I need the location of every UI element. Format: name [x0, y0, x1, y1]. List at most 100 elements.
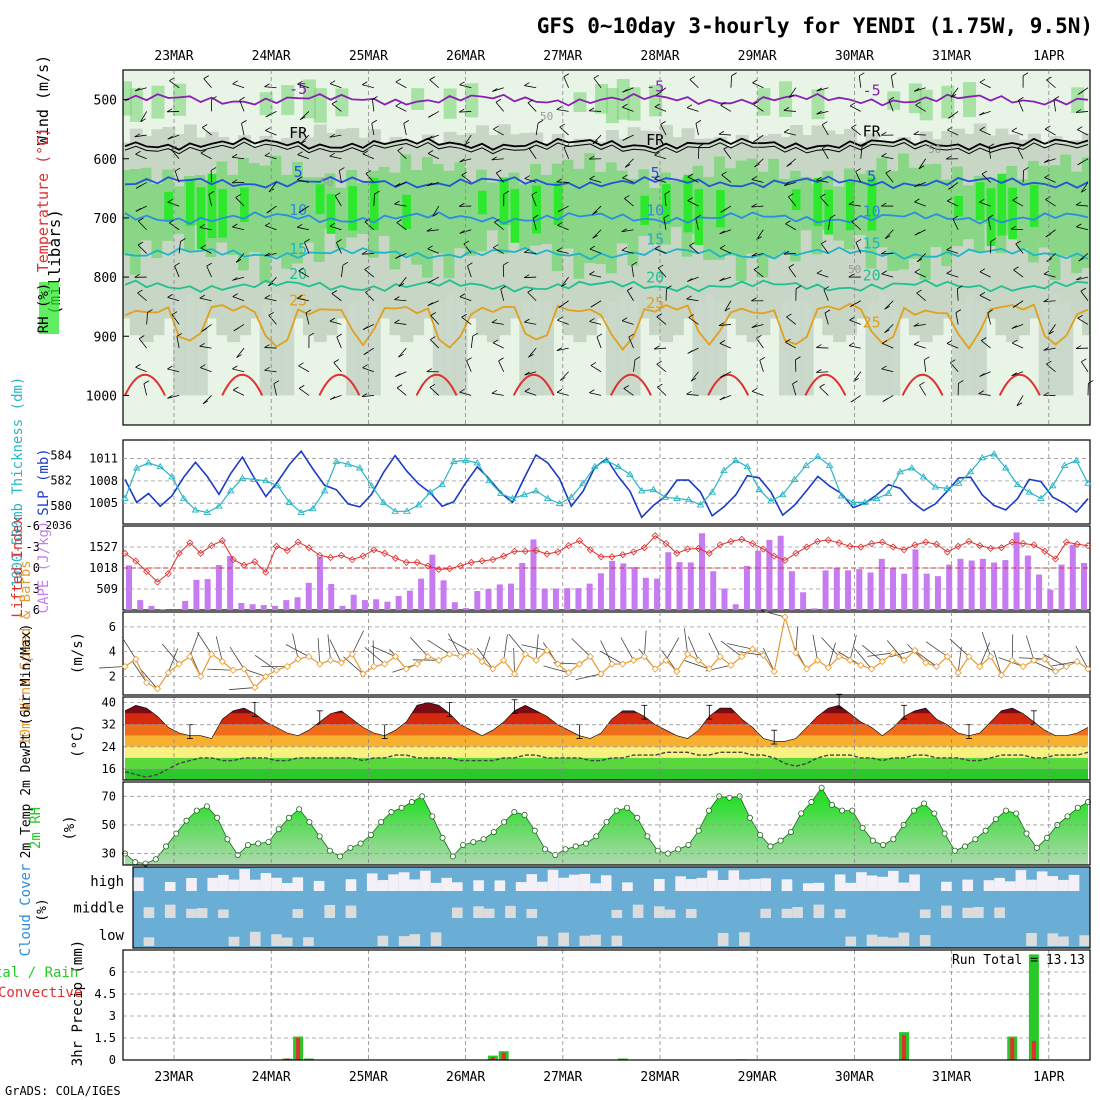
wind10m-marker — [835, 653, 843, 661]
slp-tick-label: 1008 — [89, 474, 118, 488]
wind-barb-flag — [816, 269, 823, 274]
rh-cell — [357, 182, 371, 234]
wind-barb — [232, 276, 245, 281]
bottom-date-label: 23MAR — [154, 1070, 193, 1085]
rh-cell — [281, 174, 295, 269]
thickness-marker — [614, 462, 623, 470]
wind10m-barb — [535, 634, 539, 661]
wind-barb — [885, 172, 894, 183]
wind-barb-flag — [561, 283, 567, 287]
wind-barb-flag — [394, 296, 400, 300]
wind-barb — [268, 276, 277, 287]
cape-bar — [1013, 532, 1020, 610]
wind-barb — [264, 155, 277, 160]
cape-bar — [845, 570, 852, 610]
wind-barb — [461, 174, 472, 183]
cape-bar — [710, 571, 717, 610]
isotherm-label: 10 — [863, 202, 881, 220]
li-marker — [922, 538, 930, 546]
wind-barb — [535, 123, 539, 136]
wind-barb-flag — [239, 96, 245, 101]
wind-barb-flag — [459, 108, 465, 113]
wind10m-barb — [162, 643, 180, 665]
wind10m-barb — [889, 650, 915, 658]
li-marker — [727, 537, 735, 545]
wind-barb — [1046, 79, 1056, 89]
rh-cell — [519, 294, 533, 396]
cape-bar — [991, 562, 998, 610]
temperature-label: Temperature (°C) — [34, 128, 52, 273]
li-marker — [694, 544, 703, 552]
li-marker — [943, 548, 951, 556]
wind-barb — [176, 336, 180, 349]
rh-cell — [649, 187, 663, 244]
wind-barb — [1012, 342, 1024, 349]
wind-barb-flag — [592, 140, 599, 145]
isotherm-label: 15 — [289, 240, 307, 258]
wind-barb — [492, 342, 504, 349]
rh-cell — [443, 294, 457, 396]
wind-barb-flag — [1076, 223, 1082, 228]
wind-barb — [788, 267, 797, 278]
isotherm-label: 15 — [646, 230, 664, 248]
cloud-cell — [877, 936, 888, 946]
rh-cell — [532, 185, 542, 234]
thickness-marker — [273, 481, 282, 489]
rh-cell — [129, 88, 143, 122]
isotherm-label: 20 — [863, 266, 881, 284]
li-marker — [770, 552, 778, 560]
cape-bar — [766, 539, 773, 610]
thickness-marker — [966, 467, 975, 475]
wind-barb-flag — [946, 340, 953, 344]
li-marker — [381, 549, 389, 557]
wind-barb-flag — [232, 80, 238, 85]
rh-marker — [542, 846, 549, 853]
li-marker — [759, 545, 767, 553]
wind-barb-flag — [429, 383, 436, 388]
wind-barb — [138, 220, 147, 231]
wind-barb-flag — [751, 203, 757, 208]
li-marker — [597, 553, 605, 561]
thickness-marker — [778, 490, 787, 498]
wind-barb — [947, 129, 959, 136]
cloud-cell — [717, 879, 729, 891]
wind-barb — [432, 205, 440, 217]
wind-barb — [979, 201, 991, 207]
rh-marker — [1013, 810, 1020, 817]
wind-barb-flag — [623, 385, 629, 389]
thickness-marker — [450, 457, 458, 465]
rh-cell — [887, 171, 901, 271]
wind-barb — [1012, 199, 1024, 207]
wind10m-barb — [849, 635, 857, 661]
rh-cell — [1071, 87, 1085, 114]
thickness-marker — [203, 508, 212, 515]
wind-barb — [589, 178, 602, 183]
wind-barb — [849, 319, 861, 325]
wind-barb — [559, 126, 569, 136]
wind10m-marker — [467, 648, 475, 656]
wind10m-barb — [228, 687, 255, 691]
wind-barb — [1015, 243, 1024, 254]
cape-bar — [485, 588, 492, 610]
wind-barb — [1080, 361, 1089, 372]
cloud-cell — [622, 882, 633, 891]
cape-bar — [283, 600, 290, 610]
wind-barb-flag — [884, 235, 891, 239]
wind-barb-flag — [592, 234, 598, 239]
li-marker — [868, 539, 876, 548]
wind-barb-flag — [1080, 287, 1087, 292]
rh-cell — [185, 179, 195, 226]
wind-barb — [1017, 147, 1024, 159]
wind10m-barb — [99, 666, 126, 669]
wind-barb-flag — [721, 171, 727, 176]
wind-barb-flag — [914, 231, 921, 236]
wind-barb-flag — [592, 211, 598, 215]
cape-bar — [1024, 555, 1031, 610]
rh2m-unit: (%) — [62, 815, 78, 840]
li-marker — [1084, 542, 1092, 550]
wind-barb-flag — [524, 388, 531, 392]
cloud-cell — [813, 882, 825, 891]
rh-tick-label: 70 — [102, 789, 116, 803]
wind10m-barb — [131, 660, 147, 683]
cape-bar — [463, 607, 470, 610]
